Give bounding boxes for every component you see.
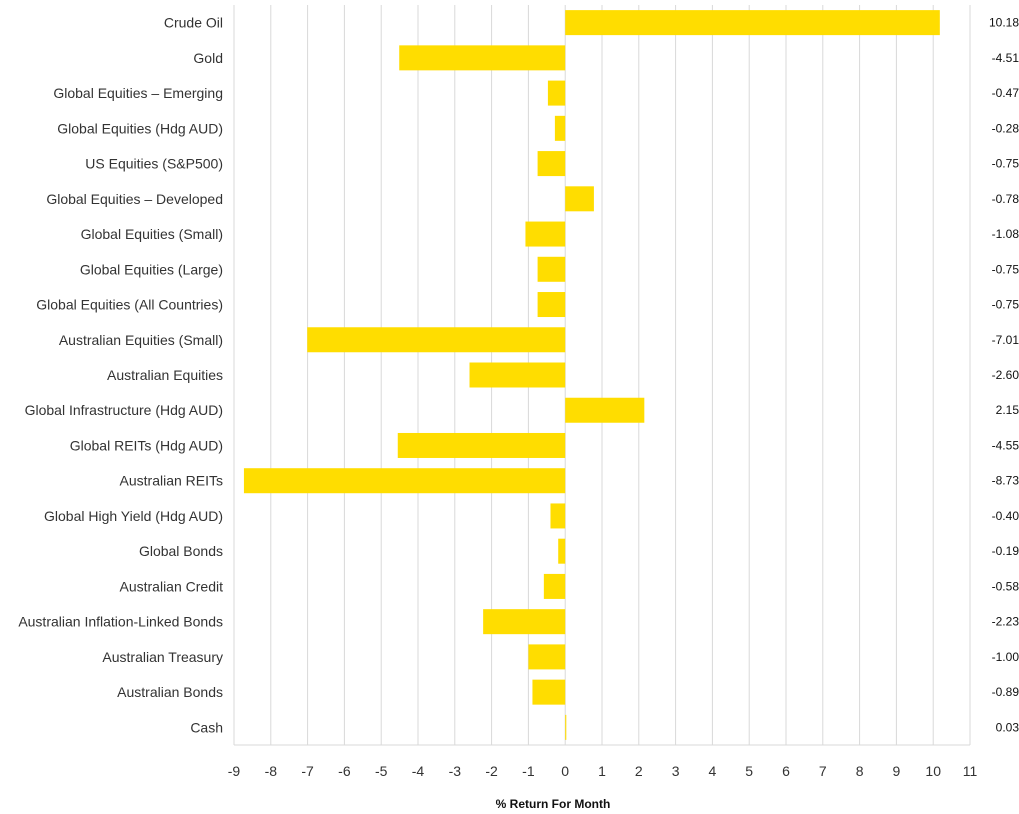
bar — [558, 538, 566, 564]
category-label: Global REITs (Hdg AUD) — [70, 437, 223, 453]
x-tick-label: 0 — [561, 763, 569, 779]
x-tick-label: -3 — [449, 763, 462, 779]
data-label: -1.00 — [992, 650, 1019, 664]
x-tick-label: -4 — [412, 763, 425, 779]
x-tick-label: 1 — [598, 763, 606, 779]
x-tick-label: 6 — [782, 763, 790, 779]
bar — [532, 679, 566, 705]
data-label: -2.60 — [992, 368, 1019, 382]
category-label: Australian Inflation-Linked Bonds — [18, 614, 223, 630]
category-label: Gold — [193, 50, 223, 66]
bar — [399, 45, 566, 71]
x-axis-title: % Return For Month — [496, 797, 611, 811]
category-label: Australian REITs — [120, 473, 223, 489]
x-tick-label: -5 — [375, 763, 388, 779]
bar — [543, 573, 566, 599]
bar — [565, 10, 940, 36]
data-label: -0.75 — [992, 262, 1019, 276]
data-label: -0.75 — [992, 298, 1019, 312]
bar — [307, 327, 566, 353]
data-label: -0.75 — [992, 157, 1019, 171]
x-tick-label: 4 — [709, 763, 717, 779]
x-tick-label: 10 — [925, 763, 941, 779]
data-label: -1.08 — [992, 227, 1019, 241]
data-label: -0.78 — [992, 192, 1019, 206]
data-label: -2.23 — [992, 615, 1019, 629]
x-tick-label: 11 — [963, 763, 978, 779]
data-label: -4.51 — [992, 51, 1019, 65]
data-label: -0.89 — [992, 685, 1019, 699]
category-label: Australian Equities — [107, 367, 223, 383]
x-tick-label: 3 — [672, 763, 680, 779]
category-label: Crude Oil — [164, 15, 223, 31]
bar — [243, 468, 566, 494]
bar — [537, 151, 566, 177]
category-label: US Equities (S&P500) — [85, 156, 223, 172]
category-label: Global Infrastructure (Hdg AUD) — [25, 402, 223, 418]
x-tick-label: 8 — [856, 763, 864, 779]
category-label: Global High Yield (Hdg AUD) — [44, 508, 223, 524]
x-tick-label: 7 — [819, 763, 827, 779]
x-tick-label: 5 — [745, 763, 753, 779]
x-tick-label: 2 — [635, 763, 643, 779]
bar — [397, 432, 566, 458]
x-tick-label: -7 — [301, 763, 314, 779]
bar — [547, 80, 566, 106]
bar — [550, 503, 566, 529]
bar — [565, 714, 567, 740]
x-tick-label: -1 — [522, 763, 535, 779]
bar — [483, 609, 566, 635]
category-label: Australian Equities (Small) — [59, 332, 223, 348]
category-label: Global Equities (Hdg AUD) — [57, 120, 223, 136]
category-label: Global Bonds — [139, 543, 223, 559]
category-label: Australian Bonds — [117, 684, 223, 700]
data-label: 2.15 — [996, 403, 1019, 417]
bar — [525, 221, 566, 247]
bar — [554, 115, 566, 141]
bar — [565, 186, 594, 212]
bar — [565, 397, 645, 423]
category-label: Global Equities – Emerging — [53, 85, 223, 101]
bar — [537, 292, 566, 318]
category-label: Australian Credit — [120, 578, 224, 594]
data-label: -0.19 — [992, 544, 1019, 558]
category-label: Cash — [190, 719, 223, 735]
category-label: Global Equities (All Countries) — [36, 297, 223, 313]
x-tick-label: -6 — [338, 763, 351, 779]
data-label: 10.18 — [989, 16, 1019, 30]
category-label: Global Equities – Developed — [46, 191, 223, 207]
data-label: -7.01 — [992, 333, 1019, 347]
bar — [528, 644, 566, 670]
x-tick-label: -8 — [265, 763, 278, 779]
data-label: -0.58 — [992, 579, 1019, 593]
data-label: -8.73 — [992, 474, 1019, 488]
data-label: 0.03 — [996, 720, 1019, 734]
data-label: -0.47 — [992, 86, 1019, 100]
category-label: Global Equities (Small) — [81, 226, 223, 242]
data-label: -0.40 — [992, 509, 1019, 523]
category-label: Global Equities (Large) — [80, 261, 223, 277]
bar — [469, 362, 566, 388]
category-label: Australian Treasury — [102, 649, 223, 665]
data-label: -4.55 — [992, 438, 1019, 452]
data-label: -0.28 — [992, 121, 1019, 135]
bar — [537, 256, 566, 282]
x-tick-label: -2 — [485, 763, 498, 779]
x-tick-label: 9 — [893, 763, 901, 779]
x-tick-label: -9 — [228, 763, 241, 779]
